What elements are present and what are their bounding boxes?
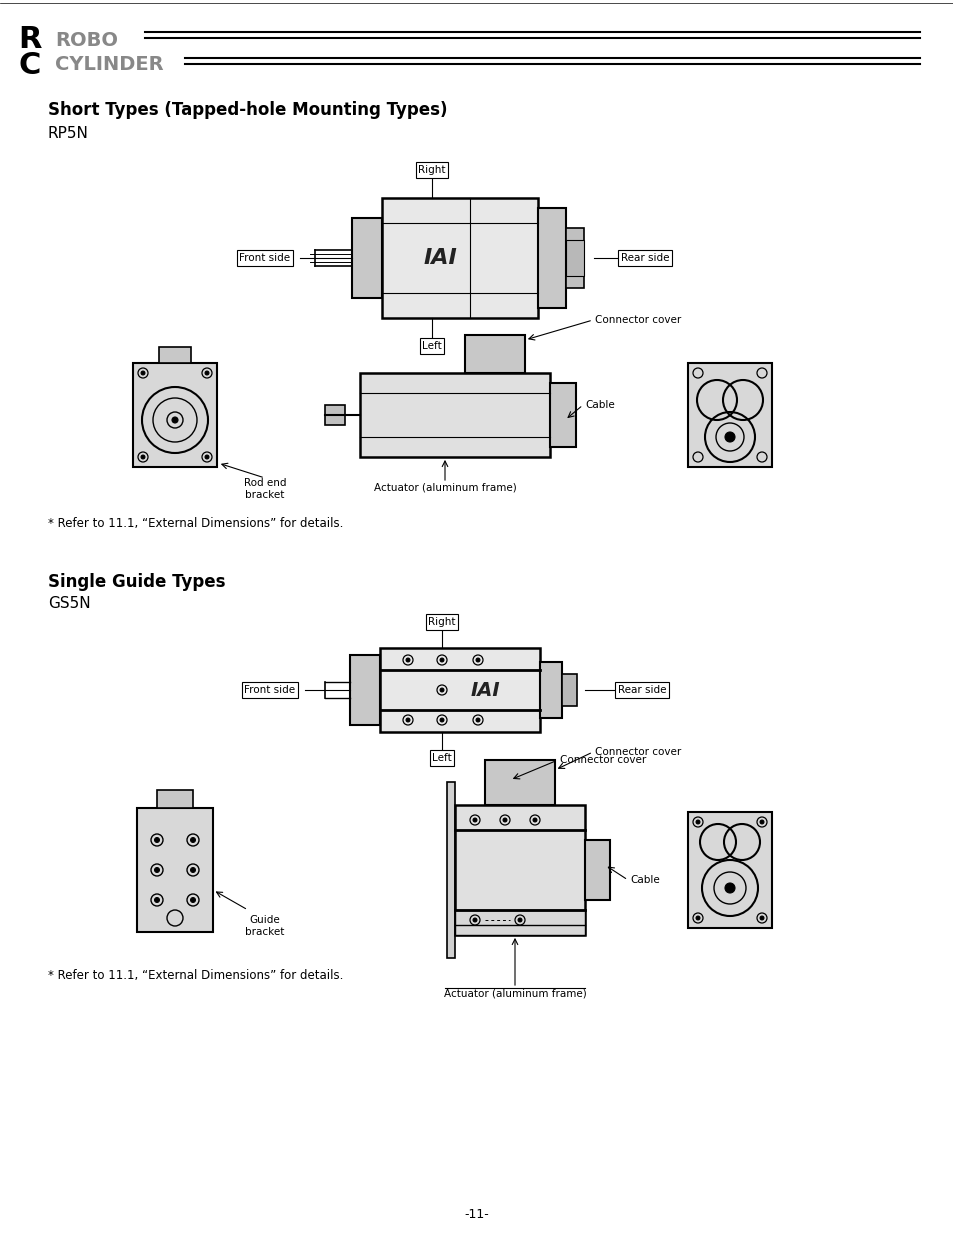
Bar bbox=[550, 383, 576, 447]
Ellipse shape bbox=[696, 820, 700, 824]
Text: IAI: IAI bbox=[470, 680, 499, 699]
Ellipse shape bbox=[473, 918, 476, 923]
Bar bbox=[350, 655, 379, 725]
Text: Cable: Cable bbox=[629, 876, 659, 885]
Text: Right: Right bbox=[417, 165, 445, 175]
Text: ROBO: ROBO bbox=[55, 31, 118, 49]
Ellipse shape bbox=[502, 818, 506, 823]
Ellipse shape bbox=[191, 867, 195, 872]
Bar bbox=[687, 811, 771, 927]
Ellipse shape bbox=[724, 432, 734, 442]
Text: Left: Left bbox=[432, 753, 452, 763]
Bar bbox=[137, 808, 213, 932]
Text: Right: Right bbox=[428, 618, 456, 627]
Ellipse shape bbox=[154, 898, 159, 903]
Text: IAI: IAI bbox=[423, 248, 456, 268]
Bar bbox=[379, 648, 539, 732]
Ellipse shape bbox=[141, 454, 145, 459]
Bar bbox=[539, 662, 561, 718]
Text: Single Guide Types: Single Guide Types bbox=[48, 573, 225, 592]
Text: Rear side: Rear side bbox=[620, 253, 669, 263]
Text: Connector cover: Connector cover bbox=[595, 747, 680, 757]
Text: * Refer to 11.1, “External Dimensions” for details.: * Refer to 11.1, “External Dimensions” f… bbox=[48, 968, 343, 982]
Ellipse shape bbox=[191, 898, 195, 903]
Bar bbox=[359, 373, 550, 457]
Text: Actuator (aluminum frame): Actuator (aluminum frame) bbox=[443, 988, 586, 998]
Text: R: R bbox=[18, 26, 42, 54]
Bar bbox=[325, 405, 345, 425]
Bar bbox=[455, 805, 584, 935]
Text: Rod end
bracket: Rod end bracket bbox=[244, 478, 286, 500]
Bar bbox=[565, 240, 583, 275]
Text: RP5N: RP5N bbox=[48, 126, 89, 141]
Ellipse shape bbox=[439, 718, 443, 722]
Bar bbox=[484, 760, 555, 805]
Ellipse shape bbox=[205, 454, 209, 459]
Text: C: C bbox=[19, 51, 41, 79]
Bar bbox=[464, 335, 524, 373]
Bar bbox=[159, 347, 191, 363]
Ellipse shape bbox=[476, 658, 479, 662]
Ellipse shape bbox=[533, 818, 537, 823]
Text: Short Types (Tapped-hole Mounting Types): Short Types (Tapped-hole Mounting Types) bbox=[48, 101, 447, 119]
Bar bbox=[565, 228, 583, 288]
Ellipse shape bbox=[172, 417, 178, 424]
Ellipse shape bbox=[473, 818, 476, 823]
Text: -11-: -11- bbox=[464, 1209, 489, 1221]
Text: Rear side: Rear side bbox=[618, 685, 665, 695]
Ellipse shape bbox=[141, 370, 145, 375]
Bar bbox=[447, 782, 455, 958]
Bar bbox=[455, 910, 584, 935]
Text: GS5N: GS5N bbox=[48, 597, 91, 611]
Bar bbox=[537, 207, 565, 308]
Ellipse shape bbox=[476, 718, 479, 722]
Ellipse shape bbox=[760, 916, 763, 920]
Ellipse shape bbox=[191, 837, 195, 842]
Ellipse shape bbox=[760, 820, 763, 824]
Text: Connector cover: Connector cover bbox=[595, 315, 680, 325]
Text: Left: Left bbox=[421, 341, 441, 351]
Text: Front side: Front side bbox=[244, 685, 295, 695]
Text: * Refer to 11.1, “External Dimensions” for details.: * Refer to 11.1, “External Dimensions” f… bbox=[48, 516, 343, 530]
Bar bbox=[561, 674, 577, 706]
Ellipse shape bbox=[406, 658, 410, 662]
Text: CYLINDER: CYLINDER bbox=[55, 56, 164, 74]
Ellipse shape bbox=[517, 918, 521, 923]
Text: Front side: Front side bbox=[239, 253, 291, 263]
Ellipse shape bbox=[696, 916, 700, 920]
Bar bbox=[381, 198, 537, 317]
Ellipse shape bbox=[154, 837, 159, 842]
Ellipse shape bbox=[154, 867, 159, 872]
Ellipse shape bbox=[406, 718, 410, 722]
Text: Connector cover: Connector cover bbox=[559, 755, 645, 764]
Ellipse shape bbox=[439, 688, 443, 692]
Text: Cable: Cable bbox=[584, 400, 614, 410]
Ellipse shape bbox=[439, 658, 443, 662]
Bar bbox=[687, 363, 771, 467]
Text: Actuator (aluminum frame): Actuator (aluminum frame) bbox=[374, 483, 516, 493]
Text: Guide
bracket: Guide bracket bbox=[245, 915, 284, 936]
Bar bbox=[584, 840, 609, 900]
Ellipse shape bbox=[205, 370, 209, 375]
Bar bbox=[132, 363, 216, 467]
Ellipse shape bbox=[724, 883, 734, 893]
Bar bbox=[157, 790, 193, 808]
Bar bbox=[352, 219, 381, 298]
